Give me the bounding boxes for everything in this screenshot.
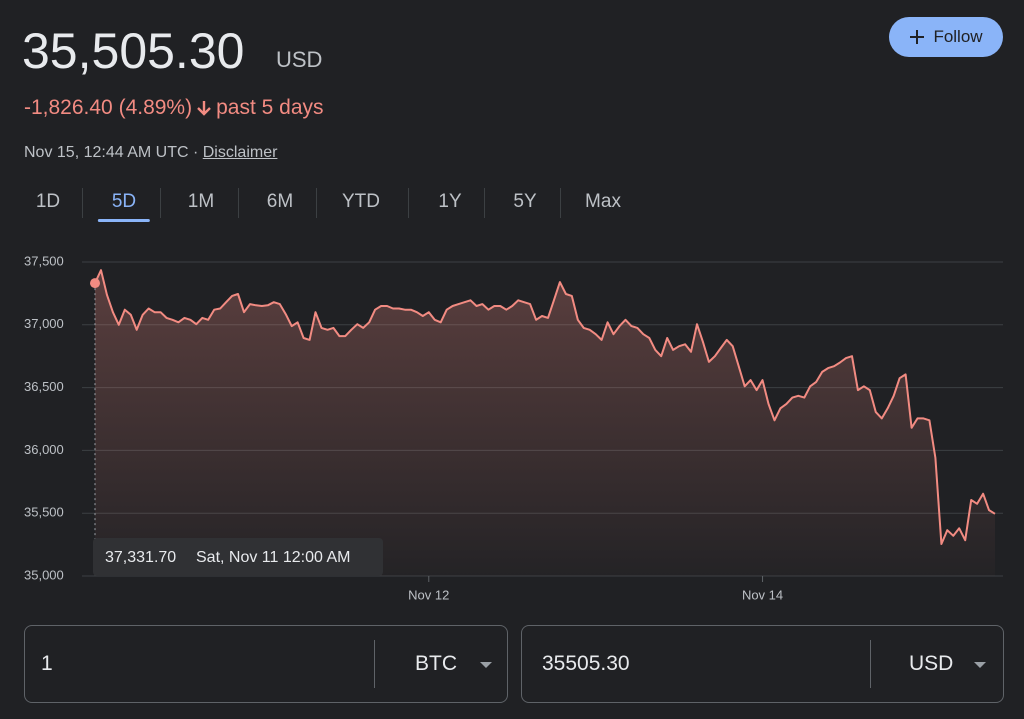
range-tab[interactable]: YTD: [342, 191, 380, 212]
x-tick-label: Nov 12: [408, 587, 449, 602]
range-tab[interactable]: 6M: [266, 191, 294, 212]
to-amount[interactable]: 35505.30: [542, 652, 630, 675]
follow-button[interactable]: Follow: [889, 17, 1003, 57]
price-line: [94, 269, 996, 545]
caret: [480, 662, 492, 668]
tab-separator: [82, 188, 83, 218]
range-tabs: 1D 5D 1M 6M YTD 1Y 5Y Max: [0, 184, 700, 224]
price: 35,505.30: [22, 23, 245, 79]
tooltip: 37,331.70 Sat, Nov 11 12:00 AM: [93, 538, 383, 576]
tab-separator: [560, 188, 561, 218]
divider: [870, 640, 871, 688]
timestamp: Nov 15, 12:44 AM UTC: [24, 144, 189, 161]
tab-separator: [408, 188, 409, 218]
y-tick-label: 35,500: [24, 505, 64, 520]
to-box: 35505.30 USD: [521, 625, 1004, 703]
y-tick-label: 36,000: [24, 442, 64, 457]
range-tab[interactable]: 1Y: [438, 191, 462, 212]
divider: [374, 640, 375, 688]
timestamp-line: Nov 15, 12:44 AM UTC · Disclaimer: [24, 144, 277, 162]
currency: USD: [276, 47, 323, 72]
disclaimer-link[interactable]: Disclaimer: [202, 144, 278, 161]
caret: [974, 662, 986, 668]
area: [95, 270, 995, 576]
follow-label: Follow: [933, 27, 983, 46]
tab-separator: [484, 188, 485, 218]
range-tab[interactable]: Max: [585, 191, 621, 212]
tooltip-box: [93, 538, 383, 576]
chart: 35,000 35,500 36,000 36,500 37,000 37,500 Nov …: [24, 253, 1003, 602]
range-tab[interactable]: 5D: [97, 184, 151, 222]
y-tick-label: 35,000: [24, 567, 64, 582]
from-box: 1 BTC: [24, 625, 508, 703]
from-currency[interactable]: BTC: [415, 652, 457, 675]
y-tick-label: 37,000: [24, 316, 64, 331]
tooltip-date: Sat, Nov 11 12:00 AM: [196, 549, 350, 566]
down-arrow: [197, 101, 211, 116]
to-currency[interactable]: USD: [909, 652, 954, 675]
tab-separator: [160, 188, 161, 218]
y-tick-label: 36,500: [24, 379, 64, 394]
separator: ·: [192, 144, 199, 161]
hover-point: [90, 278, 100, 289]
range-tab[interactable]: 1D: [35, 191, 61, 212]
range-tab[interactable]: 5Y: [513, 191, 537, 212]
tab-separator: [238, 188, 239, 218]
change: -1,826.40 (4.89%) past 5 days: [24, 96, 324, 120]
from-amount[interactable]: 1: [41, 652, 53, 675]
y-tick-label: 37,500: [24, 253, 64, 268]
x-tick-label: Nov 14: [742, 587, 783, 602]
tab-separator: [316, 188, 317, 218]
range-tab[interactable]: 1M: [187, 191, 215, 212]
tooltip-value: 37,331.70: [105, 549, 176, 566]
change-value: -1,826.40 (4.89%): [24, 96, 193, 119]
plus-icon: [910, 30, 925, 44]
change-period: past 5 days: [216, 96, 324, 119]
